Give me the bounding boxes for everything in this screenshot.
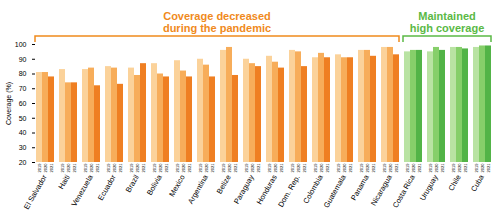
svg-text:Nicaragua: Nicaragua xyxy=(369,172,394,207)
svg-text:2021: 2021 xyxy=(417,163,422,173)
svg-text:20: 20 xyxy=(19,159,27,166)
svg-text:Dom. Rep.: Dom. Rep. xyxy=(276,173,302,209)
svg-text:2019: 2019 xyxy=(175,163,180,173)
svg-text:2019: 2019 xyxy=(313,163,318,173)
svg-text:2019: 2019 xyxy=(198,163,203,173)
svg-text:2021: 2021 xyxy=(463,163,468,173)
svg-text:2020: 2020 xyxy=(227,163,232,173)
svg-text:Guatemala: Guatemala xyxy=(322,172,349,209)
svg-text:90: 90 xyxy=(19,55,27,62)
svg-text:2021: 2021 xyxy=(118,163,123,173)
svg-text:2019: 2019 xyxy=(129,163,134,173)
svg-text:2020: 2020 xyxy=(204,163,209,173)
svg-text:30: 30 xyxy=(19,144,27,151)
svg-text:2020: 2020 xyxy=(66,163,71,173)
svg-text:2020: 2020 xyxy=(365,163,370,173)
svg-text:2020: 2020 xyxy=(43,163,48,173)
svg-text:2019: 2019 xyxy=(60,163,65,173)
svg-text:2021: 2021 xyxy=(348,163,353,173)
svg-text:2020: 2020 xyxy=(411,163,416,173)
svg-text:2019: 2019 xyxy=(290,163,295,173)
svg-text:2019: 2019 xyxy=(152,163,157,173)
svg-text:2020: 2020 xyxy=(181,163,186,173)
svg-text:2020: 2020 xyxy=(135,163,140,173)
svg-text:2021: 2021 xyxy=(164,163,169,173)
svg-text:2019: 2019 xyxy=(336,163,341,173)
svg-text:70: 70 xyxy=(19,85,27,92)
svg-text:2019: 2019 xyxy=(244,163,249,173)
svg-text:Chile: Chile xyxy=(446,173,462,192)
svg-text:Brazil: Brazil xyxy=(124,173,141,194)
svg-text:2019: 2019 xyxy=(474,163,479,173)
svg-text:2020: 2020 xyxy=(388,163,393,173)
svg-text:2019: 2019 xyxy=(106,163,111,173)
svg-text:2021: 2021 xyxy=(49,163,54,173)
svg-text:2019: 2019 xyxy=(221,163,226,173)
svg-text:2021: 2021 xyxy=(256,163,261,173)
svg-text:60: 60 xyxy=(19,100,27,107)
svg-text:2021: 2021 xyxy=(141,163,146,173)
svg-text:2021: 2021 xyxy=(486,163,491,173)
svg-text:2020: 2020 xyxy=(457,163,462,173)
svg-text:2021: 2021 xyxy=(233,163,238,173)
svg-text:2021: 2021 xyxy=(72,163,77,173)
svg-text:2020: 2020 xyxy=(296,163,301,173)
svg-text:2021: 2021 xyxy=(440,163,445,173)
svg-text:2021: 2021 xyxy=(394,163,399,173)
svg-text:Belize: Belize xyxy=(215,173,233,195)
svg-text:40: 40 xyxy=(19,129,27,136)
svg-text:2020: 2020 xyxy=(158,163,163,173)
svg-text:2021: 2021 xyxy=(187,163,192,173)
svg-text:2021: 2021 xyxy=(302,163,307,173)
svg-text:2021: 2021 xyxy=(325,163,330,173)
svg-text:2021: 2021 xyxy=(279,163,284,173)
svg-text:2019: 2019 xyxy=(83,163,88,173)
svg-text:2020: 2020 xyxy=(434,163,439,173)
svg-text:2019: 2019 xyxy=(382,163,387,173)
svg-text:2020: 2020 xyxy=(342,163,347,173)
svg-text:2020: 2020 xyxy=(273,163,278,173)
svg-text:2020: 2020 xyxy=(250,163,255,173)
svg-text:Bolivia: Bolivia xyxy=(145,172,164,196)
svg-text:2019: 2019 xyxy=(359,163,364,173)
svg-text:Honduras: Honduras xyxy=(255,173,279,206)
svg-text:Coverage (%): Coverage (%) xyxy=(5,82,13,125)
svg-text:2021: 2021 xyxy=(95,163,100,173)
svg-text:2019: 2019 xyxy=(267,163,272,173)
svg-text:Mexico: Mexico xyxy=(167,173,187,198)
svg-text:Cuba: Cuba xyxy=(469,172,486,193)
svg-text:2020: 2020 xyxy=(480,163,485,173)
svg-text:Coverage decreasedduring the p: Coverage decreasedduring the pandemic xyxy=(163,10,271,34)
svg-text:2019: 2019 xyxy=(451,163,456,173)
svg-text:2019: 2019 xyxy=(428,163,433,173)
svg-text:2020: 2020 xyxy=(112,163,117,173)
svg-text:Venezuela: Venezuela xyxy=(69,172,95,208)
svg-text:2021: 2021 xyxy=(210,163,215,173)
svg-text:Maintainedhigh coverage: Maintainedhigh coverage xyxy=(410,10,485,34)
svg-text:Haiti: Haiti xyxy=(57,173,72,191)
svg-text:Ecuador: Ecuador xyxy=(96,173,118,202)
svg-text:2020: 2020 xyxy=(319,163,324,173)
svg-text:80: 80 xyxy=(19,70,27,77)
svg-text:100: 100 xyxy=(15,41,27,48)
svg-text:50: 50 xyxy=(19,114,27,121)
svg-text:El Salvador: El Salvador xyxy=(22,173,49,211)
svg-text:Paraguay: Paraguay xyxy=(232,173,256,206)
svg-text:2021: 2021 xyxy=(371,163,376,173)
svg-text:Uruguay: Uruguay xyxy=(418,173,440,202)
svg-text:Colombia: Colombia xyxy=(301,172,325,205)
svg-text:Costa Rica: Costa Rica xyxy=(391,172,418,209)
svg-text:2019: 2019 xyxy=(37,163,42,173)
svg-text:Panama: Panama xyxy=(349,172,371,201)
svg-text:2019: 2019 xyxy=(405,163,410,173)
svg-text:2020: 2020 xyxy=(89,163,94,173)
svg-text:Argentina: Argentina xyxy=(186,172,210,205)
